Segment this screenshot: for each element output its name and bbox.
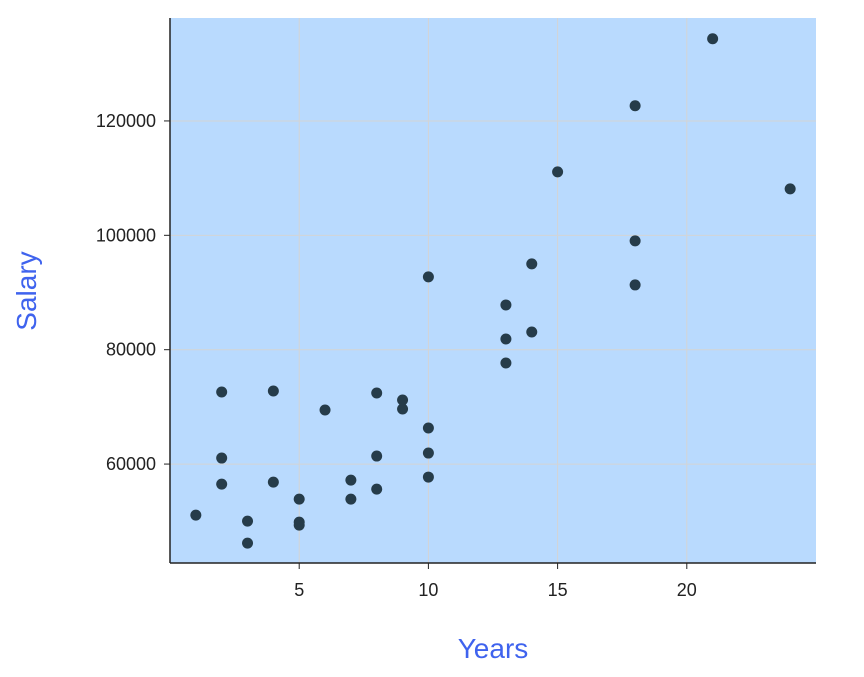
data-point (345, 474, 357, 486)
data-point (629, 100, 641, 112)
data-point (216, 452, 228, 464)
axes (164, 18, 816, 569)
data-point (242, 537, 254, 549)
x-tick-label: 5 (294, 580, 304, 600)
data-point (242, 515, 254, 527)
data-point (190, 509, 202, 521)
data-point (216, 386, 228, 398)
x-tick-label: 20 (677, 580, 697, 600)
data-point (371, 450, 383, 462)
data-point (371, 483, 383, 495)
data-point (552, 166, 564, 178)
y-tick-label: 80000 (106, 340, 156, 360)
data-point (397, 403, 409, 415)
data-point (293, 493, 305, 505)
x-axis-label: Years (458, 633, 529, 664)
data-point (500, 299, 512, 311)
plot-area (170, 18, 816, 563)
data-point (319, 404, 331, 416)
data-point (500, 357, 512, 369)
tick-labels: 5 10 15 20 60000 80000 100000 120000 (96, 111, 697, 600)
data-point (422, 447, 434, 459)
data-point (422, 271, 434, 283)
data-point (629, 279, 641, 291)
data-point (397, 394, 409, 406)
data-point (526, 326, 538, 338)
data-point (216, 478, 228, 490)
grid (170, 18, 816, 563)
y-axis-label: Salary (11, 251, 42, 330)
data-point (422, 471, 434, 483)
data-point (500, 333, 512, 345)
data-point (371, 387, 383, 399)
y-tick-label: 60000 (106, 454, 156, 474)
data-point (345, 493, 357, 505)
data-point (422, 422, 434, 434)
data-point (267, 476, 279, 488)
data-point (526, 258, 538, 270)
y-tick-label: 120000 (96, 111, 156, 131)
y-tick-label: 100000 (96, 225, 156, 245)
data-point (784, 183, 796, 195)
data-point (293, 519, 305, 531)
x-tick-label: 10 (418, 580, 438, 600)
x-tick-label: 15 (548, 580, 568, 600)
data-point (629, 235, 641, 247)
data-point (707, 33, 719, 45)
data-points (190, 33, 796, 549)
data-point (267, 385, 279, 397)
